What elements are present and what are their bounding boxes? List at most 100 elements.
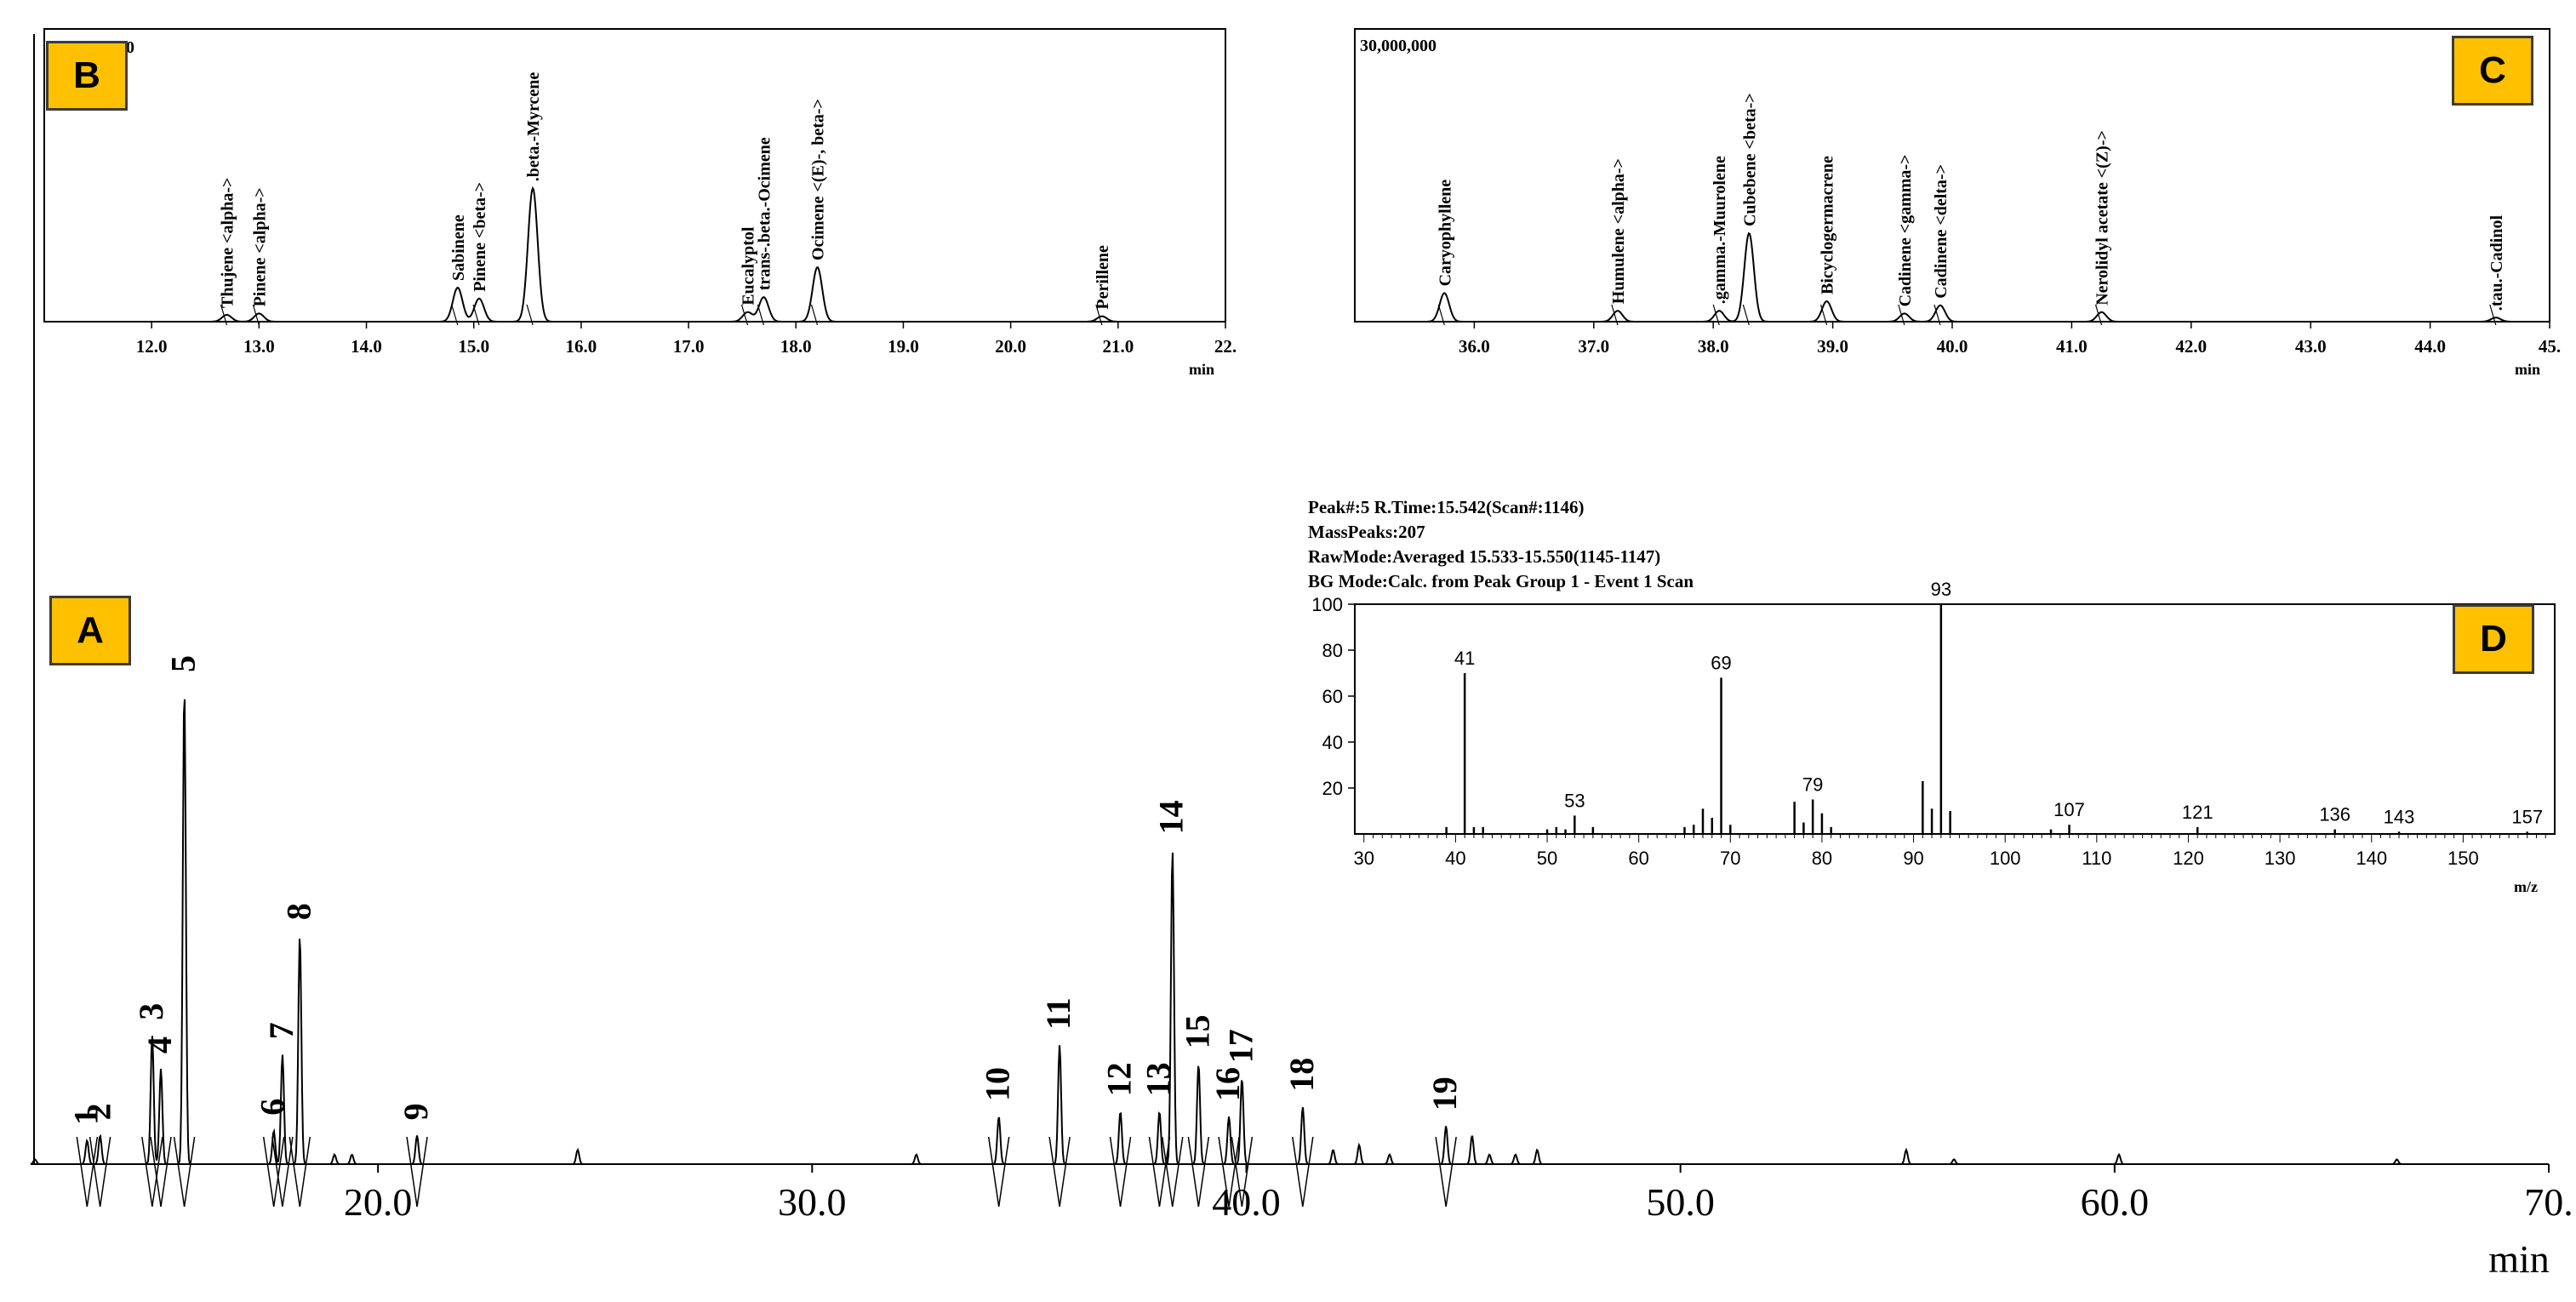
ms-info-line-3: RawMode:Averaged 15.533-15.550(1145-1147… [1308,546,1661,567]
panel-c-peak-marker [1933,304,1941,326]
peak-marker-19 [1435,1136,1447,1208]
panel-label-d: D [2453,604,2534,674]
panel-d-x-tick-label-9: 120 [2173,848,2204,869]
ms-bar-label-41: 41 [1454,648,1475,669]
panel-c-tick-label-1: 37.0 [1578,336,1609,357]
peak-marker-10 [987,1136,1000,1208]
panel-b-peak-marker [252,304,260,326]
panel-c-tick-label-3: 39.0 [1817,336,1848,357]
peak-marker-13 [1158,1136,1171,1208]
panel-d-x-tick-label-11: 140 [2356,848,2387,869]
panel-b-peak-marker [757,304,764,326]
panel-b-tick-label-6: 18.0 [780,336,812,357]
peak-marker-3 [151,1136,163,1208]
peak-label-13: 13 [1139,1062,1177,1096]
ms-bar-label-157: 157 [2511,806,2543,827]
peak-marker-15 [1197,1136,1210,1208]
peak-marker-12 [1119,1136,1132,1208]
peak-label-17: 17 [1221,1029,1259,1063]
peak-label-8: 8 [279,903,317,920]
panel-b-peak-name-8: Perillene [1094,245,1112,310]
panel-b-peak-name-1: Pinene <alpha-> [250,187,269,306]
peak-label-14: 14 [1152,800,1191,834]
panel-c-tick-label-2: 38.0 [1698,336,1729,357]
peak-marker-16 [1228,1136,1240,1208]
panel-c-tick-label-5: 41.0 [2056,336,2088,357]
peak-marker-2 [99,1136,111,1208]
panel-c-peak-name-5: Cadinene <gamma-> [1896,154,1915,306]
panel-label-a: A [49,596,131,665]
panel-a-tick-label-5: 70. [2524,1180,2573,1224]
panel-b-peak-name-4: .beta.-Myrcene [524,72,543,182]
panel-c-tick-label-4: 40.0 [1937,336,1968,357]
peak-marker-11 [1059,1136,1071,1208]
ms-bar-label-79: 79 [1802,774,1823,796]
panel-c-peak-marker [2094,304,2103,326]
panel-d-y-tick-label-1: 40 [1322,732,1343,753]
panel-c-peak-marker [1712,304,1720,326]
peak-label-19: 19 [1425,1076,1464,1111]
ms-bar-label-53: 53 [1564,790,1585,811]
panel-b-tick-label-4: 16.0 [566,336,597,357]
panel-b-peak-name-3: Pinene <beta-> [471,182,489,292]
panel-a-tick-label-4: 60.0 [2081,1180,2150,1224]
panel-c-peak-marker [1742,304,1750,326]
panel-b-peak-marker [740,304,749,326]
panel-d-x-tick-label-5: 80 [1812,848,1832,869]
peak-label-16: 16 [1208,1067,1247,1101]
peak-label-2: 2 [80,1103,118,1120]
peak-label-9: 9 [397,1103,435,1120]
peak-marker-12 [1109,1136,1122,1208]
peak-marker-10 [997,1136,1010,1208]
panel-b-tick-label-3: 15.0 [458,336,489,357]
peak-marker-1 [76,1136,89,1208]
panel-c-peak-name-4: Bicyclogermacrene [1819,156,1837,294]
panel-c-x-label: min [2515,361,2540,378]
peak-label-4: 4 [140,1036,179,1054]
panel-c-peak-name-6: Cadinene <delta-> [1932,164,1951,299]
panel-b-peak-name-2: Sabinene [449,214,468,281]
panel-b-tick-label-2: 14.0 [351,336,382,357]
ms-bar-label-107: 107 [2053,799,2085,820]
panel-c-peak-marker [2489,304,2497,326]
panel-a-x-label: min [2488,1237,2550,1281]
panel-b-trace [44,186,1225,323]
peak-marker-11 [1048,1136,1060,1208]
panel-d-x-tick-label-8: 110 [2082,848,2111,869]
panel-c-peak-marker [1898,304,1905,326]
peak-marker-15 [1187,1136,1200,1208]
panel-c-peak-name-8: .tau.-Cadinol [2487,215,2506,311]
peak-marker-2 [89,1136,101,1208]
peak-marker-17 [1241,1136,1254,1208]
panel-d-x-label: m/z [2514,878,2538,895]
ms-bar-label-93: 93 [1931,579,1951,600]
panel-d-x-tick-label-1: 40 [1445,848,1465,869]
panel-b-peak-marker [451,304,459,326]
ms-info-line-4: BG Mode:Calc. from Peak Group 1 - Event … [1308,571,1694,591]
panel-b-tick-label-9: 21.0 [1102,336,1134,357]
peak-label-12: 12 [1100,1062,1139,1096]
panel-label-c: C [2452,36,2533,106]
panel-d-x-tick-label-6: 90 [1903,848,1923,869]
panel-b-peak-name-5: Eucalyptol [739,226,757,306]
panel-b-tick-label-0: 12.0 [136,336,168,357]
panel-a-tick-label-3: 50.0 [1646,1180,1715,1224]
panel-d-x-tick-label-3: 60 [1628,848,1648,869]
panel-d-y-tick-label-0: 20 [1322,778,1343,799]
peak-marker-4 [160,1136,172,1208]
peak-label-3: 3 [132,1003,170,1020]
peak-marker-19 [1445,1136,1457,1208]
panel-a-tick-label-2: 40.0 [1212,1180,1281,1224]
panel-d-y-tick-label-3: 80 [1322,640,1343,661]
peak-marker-6 [262,1136,275,1208]
panel-d-x-tick-label-4: 70 [1720,848,1740,869]
panel-b-peak-name-6: trans-.beta.-Ocimene [755,137,774,290]
panel-b-tick-label-5: 17.0 [673,336,705,357]
peak-marker-3 [141,1136,153,1208]
peak-marker-14 [1172,1136,1184,1208]
panel-a-trace [30,699,2549,1166]
ms-info-line-1: Peak#:5 R.Time:15.542(Scan#:1146) [1308,497,1585,517]
peak-marker-7 [271,1136,283,1208]
panel-c-y-max-label: 30,000,000 [1360,37,1437,55]
panel-b-peak-marker [526,304,534,326]
